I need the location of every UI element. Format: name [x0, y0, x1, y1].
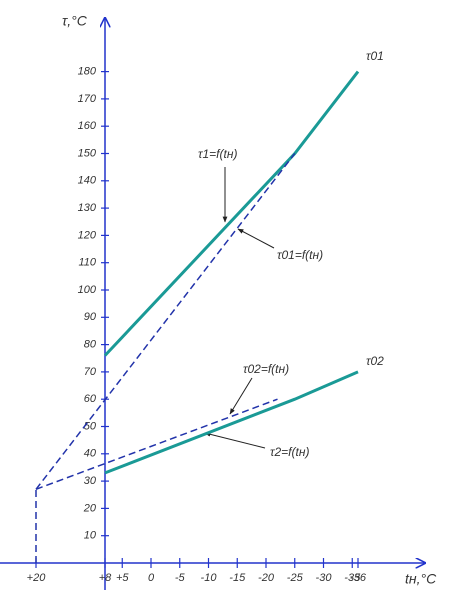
arrow	[229, 377, 253, 415]
y-tick-label: 110	[78, 257, 96, 269]
arrow	[204, 431, 266, 449]
y-axis-label: τ,°C	[62, 13, 88, 29]
y-tick-label: 140	[78, 175, 97, 187]
x-tick-label: +20	[27, 572, 47, 584]
x-tick-label: -5	[175, 572, 186, 584]
y-tick-label: 80	[84, 339, 97, 351]
x-axis-label: tн,°C	[405, 571, 437, 587]
y-tick-label: 40	[84, 448, 97, 460]
x-tick-label: -15	[229, 572, 246, 584]
x-tick-label: -35	[344, 572, 361, 584]
annotation: τ01=f(tн)	[277, 248, 323, 262]
y-tick-label: 30	[84, 475, 97, 487]
y-tick-label: 60	[84, 393, 97, 405]
y-tick-label: 130	[78, 202, 97, 214]
annotation: τ02=f(tн)	[243, 362, 289, 376]
annotation: τ01	[366, 49, 384, 63]
annotation: τ02	[366, 354, 384, 368]
y-tick-label: 180	[78, 66, 97, 78]
line	[103, 70, 360, 357]
arrow	[237, 228, 275, 249]
line	[104, 370, 359, 475]
x-tick-label: -30	[316, 572, 333, 584]
x-tick-label: +5	[116, 572, 129, 584]
y-tick-label: 170	[78, 93, 97, 105]
y-tick-label: 100	[78, 284, 97, 296]
line	[35, 398, 278, 491]
x-tick-label: +8	[99, 572, 112, 584]
annotation: τ1=f(tн)	[198, 147, 237, 161]
y-tick-label: 70	[84, 366, 97, 378]
y-tick-label: 50	[84, 420, 97, 432]
y-tick-label: 20	[83, 502, 97, 514]
line	[35, 153, 296, 490]
x-tick-label: 0	[148, 572, 155, 584]
x-tick-label: -25	[287, 572, 304, 584]
x-tick-label: -20	[258, 572, 275, 584]
y-tick-label: 150	[78, 147, 97, 159]
y-tick-label: 160	[78, 120, 97, 132]
y-tick-label: 90	[84, 311, 97, 323]
y-tick-label: 10	[84, 530, 97, 542]
annotation: τ2=f(tн)	[270, 445, 309, 459]
x-tick-label: -36	[350, 572, 367, 584]
y-tick-label: 120	[78, 229, 97, 241]
x-tick-label: -10	[201, 572, 218, 584]
